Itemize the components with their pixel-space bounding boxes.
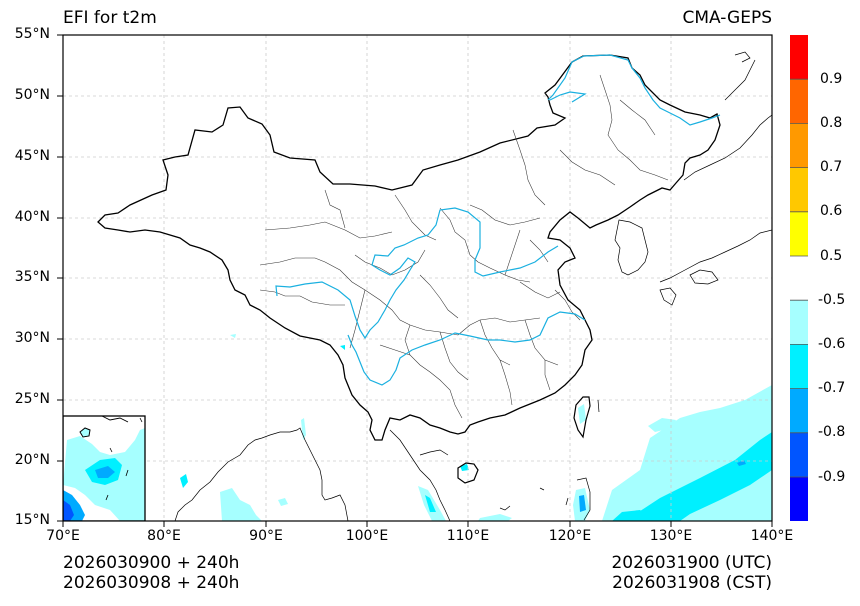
province-boundaries [259, 74, 669, 419]
colorbar-label-0.6: 0.6 [820, 203, 843, 219]
lat-label-45: 45°N [14, 148, 50, 164]
lon-label-100: 100°E [345, 528, 389, 544]
axis-ticks [57, 34, 773, 527]
lat-label-30: 30°N [14, 330, 50, 346]
lat-label-40: 40°N [14, 209, 50, 225]
colorbar [790, 35, 808, 521]
init-time-block: 2026030900 + 240h 2026030908 + 240h [63, 553, 239, 593]
model-name: CMA-GEPS [682, 8, 772, 28]
valid-time-block: 2026031900 (UTC) 2026031908 (CST) [611, 553, 772, 593]
lon-label-110: 110°E [446, 528, 490, 544]
coastlines [174, 51, 772, 521]
lat-label-20: 20°N [14, 452, 50, 468]
lat-label-25: 25°N [14, 391, 50, 407]
colorbar-label-0.5: 0.5 [820, 248, 843, 264]
hainan-island [457, 462, 479, 484]
taiwan-island [573, 396, 591, 439]
colorbar-label-0.8: 0.8 [820, 115, 843, 131]
lon-label-120: 120°E [548, 528, 592, 544]
lon-label-90: 90°E [249, 528, 283, 544]
init-time-cst: 2026030908 + 240h [63, 573, 240, 593]
colorbar-label-0.9: 0.9 [820, 71, 843, 87]
lat-label-35: 35°N [14, 269, 50, 285]
colorbar-label-neg0.8: -0.8 [818, 424, 846, 440]
lat-label-55: 55°N [14, 26, 50, 42]
china-border [97, 54, 721, 441]
lon-label-70: 70°E [46, 528, 80, 544]
inset-south-china-sea [63, 415, 146, 521]
colorbar-label-neg0.9: -0.9 [818, 469, 846, 485]
lat-label-15: 15°N [14, 512, 50, 528]
valid-time-cst: 2026031908 (CST) [612, 573, 772, 593]
chart-title: EFI for t2m [63, 8, 157, 28]
init-time-utc: 2026030900 + 240h [63, 553, 240, 573]
lat-label-50: 50°N [14, 87, 50, 103]
colorbar-label-neg0.6: -0.6 [818, 336, 846, 352]
gridlines [63, 35, 772, 521]
rivers [275, 54, 721, 386]
colorbar-label-neg0.7: -0.7 [818, 380, 846, 396]
lon-label-80: 80°E [147, 528, 181, 544]
lon-label-130: 130°E [649, 528, 693, 544]
valid-time-utc: 2026031900 (UTC) [611, 553, 772, 573]
colorbar-label-neg0.5: -0.5 [818, 292, 846, 308]
lon-label-140: 140°E [750, 528, 794, 544]
efi-shading [180, 334, 772, 521]
colorbar-label-0.7: 0.7 [820, 159, 843, 175]
